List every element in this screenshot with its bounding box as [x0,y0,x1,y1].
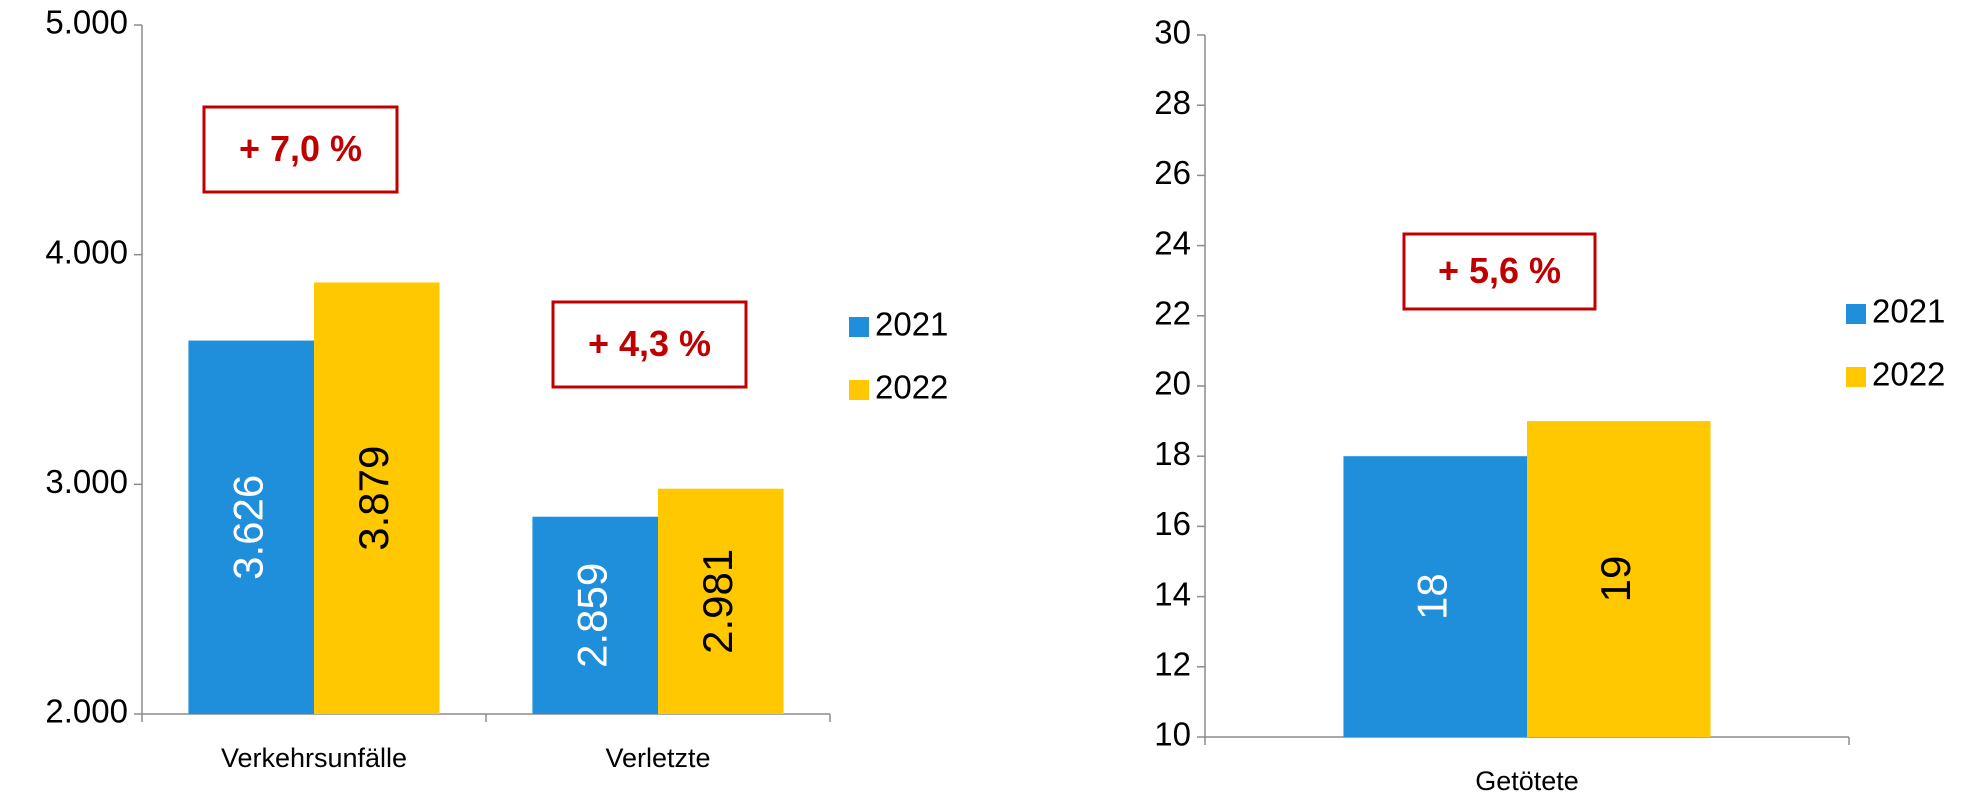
y-tick-label: 14 [1154,575,1191,612]
legend-label: 2022 [875,369,948,406]
legend-swatch [849,380,869,400]
x-tick-label: Verkehrsunfälle [221,743,407,773]
bar [658,488,784,714]
data-label: 18 [1408,573,1455,620]
legend-swatch [849,317,869,337]
annotation-box [1402,232,1597,311]
legend-label: 2021 [875,306,948,343]
y-tick-label: 12 [1154,646,1191,683]
y-tick-label: 24 [1154,224,1191,261]
bar [1343,456,1527,737]
data-label: 19 [1592,556,1639,603]
data-label: 3.626 [224,475,271,580]
y-tick-label: 28 [1154,84,1191,121]
annotation: + 4,3 % [588,323,711,364]
y-tick-label: 10 [1154,716,1191,753]
data-label: 2.981 [694,549,741,654]
data-label: 2.859 [568,563,615,668]
y-tick-label: 3.000 [45,463,128,500]
annotation: + 7,0 % [239,128,362,169]
annotation-box [202,105,399,194]
y-tick-label: 22 [1154,295,1191,332]
y-tick-label: 5.000 [45,4,128,41]
legend-swatch [1846,367,1866,387]
legend-label: 2021 [1872,293,1945,330]
y-tick-label: 20 [1154,365,1191,402]
bar [314,282,440,714]
x-tick-label: Getötete [1475,766,1579,796]
y-tick-label: 18 [1154,435,1191,472]
y-tick-label: 4.000 [45,233,128,270]
legend-swatch [1846,304,1866,324]
bar [1527,421,1711,737]
data-label: 3.879 [350,446,397,551]
annotation: + 5,6 % [1438,250,1561,291]
y-tick-label: 30 [1154,14,1191,51]
bar [532,516,658,714]
annotation-box [551,300,748,389]
y-tick-label: 26 [1154,154,1191,191]
y-tick-label: 2.000 [45,693,128,730]
bar [188,340,314,714]
x-tick-label: Verletzte [605,743,710,773]
legend-label: 2022 [1872,356,1945,393]
y-tick-label: 16 [1154,505,1191,542]
